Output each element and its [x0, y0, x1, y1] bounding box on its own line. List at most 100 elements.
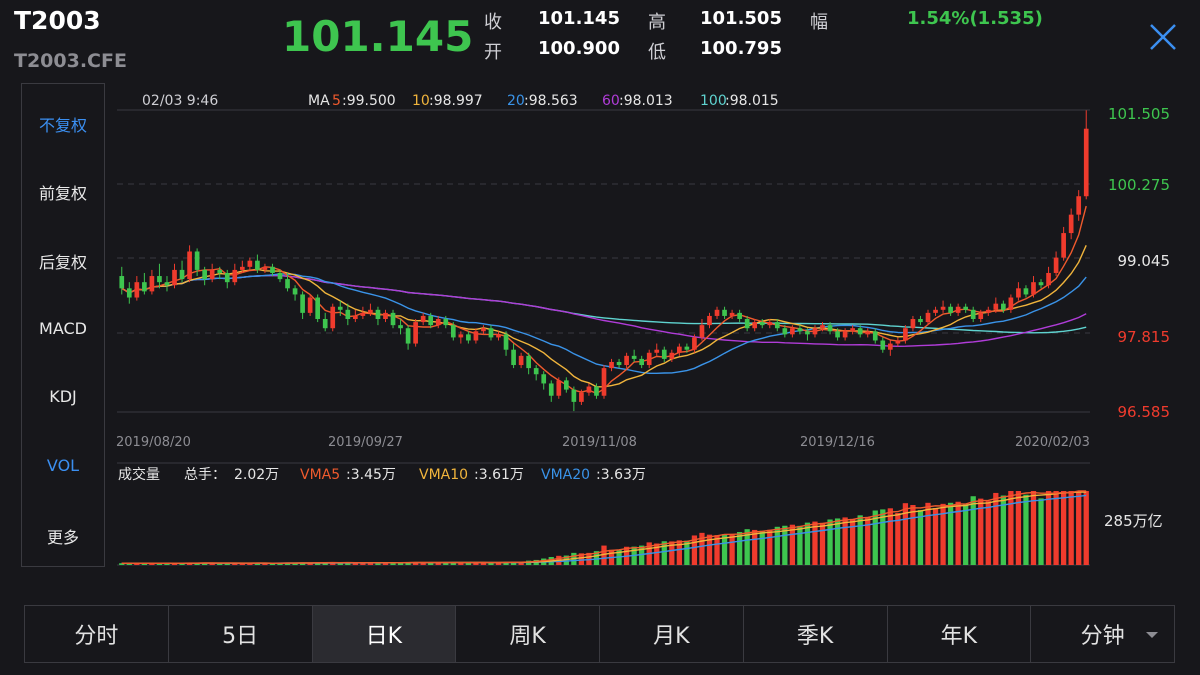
- volume-bar: [420, 562, 426, 565]
- sidebar-item-backward-adjust[interactable]: 后复权: [38, 253, 87, 272]
- volume-bar: [985, 501, 991, 565]
- candle-body: [759, 322, 765, 326]
- ma100-key: 100: [700, 93, 727, 109]
- volume-bar: [721, 534, 728, 565]
- candle-body: [541, 374, 547, 384]
- tab-weekly-k[interactable]: 周K: [456, 606, 600, 662]
- tab-minute[interactable]: 分钟: [1031, 606, 1174, 662]
- sidebar-item-more[interactable]: 更多: [46, 528, 79, 547]
- price-tick-3: 97.815: [1118, 328, 1171, 346]
- tab-yearly-k[interactable]: 年K: [888, 606, 1032, 662]
- candle-body: [586, 386, 592, 393]
- vma5-label: VMA5: [300, 467, 340, 483]
- candle-body: [285, 279, 290, 289]
- volume-bar: [495, 562, 502, 565]
- volume-bar: [1000, 495, 1006, 565]
- candle-body: [330, 306, 336, 329]
- tab-monthly-k-label: 月K: [653, 624, 690, 649]
- high-value: 101.505: [700, 8, 782, 29]
- candle-body: [239, 266, 245, 270]
- candle-body: [157, 276, 162, 283]
- vma10-label: VMA10: [419, 467, 468, 483]
- volume-bar: [202, 563, 208, 565]
- candle-body: [887, 343, 893, 350]
- candle-body: [699, 325, 705, 338]
- volume-bar: [601, 545, 607, 565]
- volume-bar: [458, 562, 464, 565]
- volume-bar: [473, 562, 479, 565]
- tab-quarterly-k[interactable]: 季K: [744, 606, 888, 662]
- volume-bar: [1038, 498, 1044, 565]
- candle-body: [880, 340, 886, 350]
- candle-body: [737, 312, 742, 320]
- volume-bar: [947, 502, 954, 565]
- candle-body: [277, 272, 283, 280]
- volume-bar: [284, 562, 291, 565]
- volume-bar: [593, 551, 600, 565]
- candle-body: [360, 312, 366, 316]
- candle-body: [172, 269, 177, 286]
- candle-body: [782, 328, 788, 335]
- candle-body: [707, 315, 712, 326]
- candle-body: [895, 340, 901, 344]
- date-tick-1: 2019/09/27: [328, 435, 403, 450]
- candle-body: [933, 309, 938, 313]
- candle-body: [142, 282, 147, 292]
- candle-body: [420, 315, 426, 323]
- candle-body: [345, 309, 351, 320]
- candle-body: [247, 260, 253, 267]
- ma100-value: :98.015: [725, 93, 779, 109]
- tab-monthly-k[interactable]: 月K: [600, 606, 744, 662]
- candle-body: [548, 383, 554, 396]
- low-value: 100.795: [700, 38, 782, 59]
- candle-body: [1038, 282, 1044, 286]
- candle-body: [428, 315, 434, 326]
- candle-body: [187, 251, 192, 280]
- candle-body: [940, 306, 946, 310]
- sidebar-item-no-adjust[interactable]: 不复权: [38, 116, 87, 135]
- volume-bar: [744, 529, 750, 565]
- volume-bar: [1060, 491, 1067, 565]
- volume-bar: [217, 563, 223, 565]
- sidebar-item-kdj[interactable]: KDJ: [49, 387, 77, 406]
- kline-chart[interactable]: 02/03 9:46 MA 5 :99.500 10 :98.997 20 :9…: [112, 83, 1200, 573]
- vma5-line: [121, 490, 1087, 565]
- volume-bar: [782, 525, 788, 565]
- tab-intraday[interactable]: 分时: [25, 606, 169, 662]
- period-tab-bar: 分时 5日 日K 周K 月K 季K 年K 分钟: [24, 605, 1175, 663]
- volume-bar: [993, 492, 999, 565]
- tab-daily-k[interactable]: 日K: [312, 606, 457, 662]
- ma20-line: [121, 273, 1087, 374]
- sidebar-item-forward-adjust[interactable]: 前复权: [38, 184, 87, 203]
- volume-bar: [654, 543, 660, 565]
- candle-body: [744, 319, 750, 329]
- candle-body: [262, 266, 268, 270]
- volume-bar: [1015, 491, 1022, 565]
- candle-body: [202, 269, 207, 280]
- date-tick-3: 2019/12/16: [800, 435, 875, 450]
- volume-bar: [224, 563, 230, 565]
- vma20-value: :3.63万: [596, 467, 646, 483]
- candle-body: [398, 325, 403, 329]
- candle-body: [571, 389, 577, 402]
- sidebar-item-macd[interactable]: MACD: [39, 319, 87, 338]
- volume-bar: [970, 496, 976, 565]
- volume-bar: [932, 508, 939, 565]
- date-tick-4: 2020/02/03: [1015, 435, 1090, 450]
- candle-body: [594, 386, 599, 396]
- volume-total-label: 总手：: [184, 467, 226, 483]
- candle-body: [684, 346, 690, 350]
- candle-body: [820, 325, 825, 329]
- volume-bar: [752, 529, 758, 565]
- close-button[interactable]: [1148, 22, 1178, 52]
- volume-title: 成交量: [118, 466, 160, 483]
- candle-body: [383, 312, 388, 320]
- candle-body: [1046, 272, 1051, 286]
- volume-bar: [834, 518, 841, 565]
- sidebar-item-vol[interactable]: VOL: [46, 456, 80, 475]
- volume-bar: [330, 562, 336, 565]
- vma20-label: VMA20: [541, 467, 590, 483]
- candle-body: [413, 322, 418, 344]
- tab-5day[interactable]: 5日: [169, 606, 313, 662]
- volume-bar: [804, 522, 811, 565]
